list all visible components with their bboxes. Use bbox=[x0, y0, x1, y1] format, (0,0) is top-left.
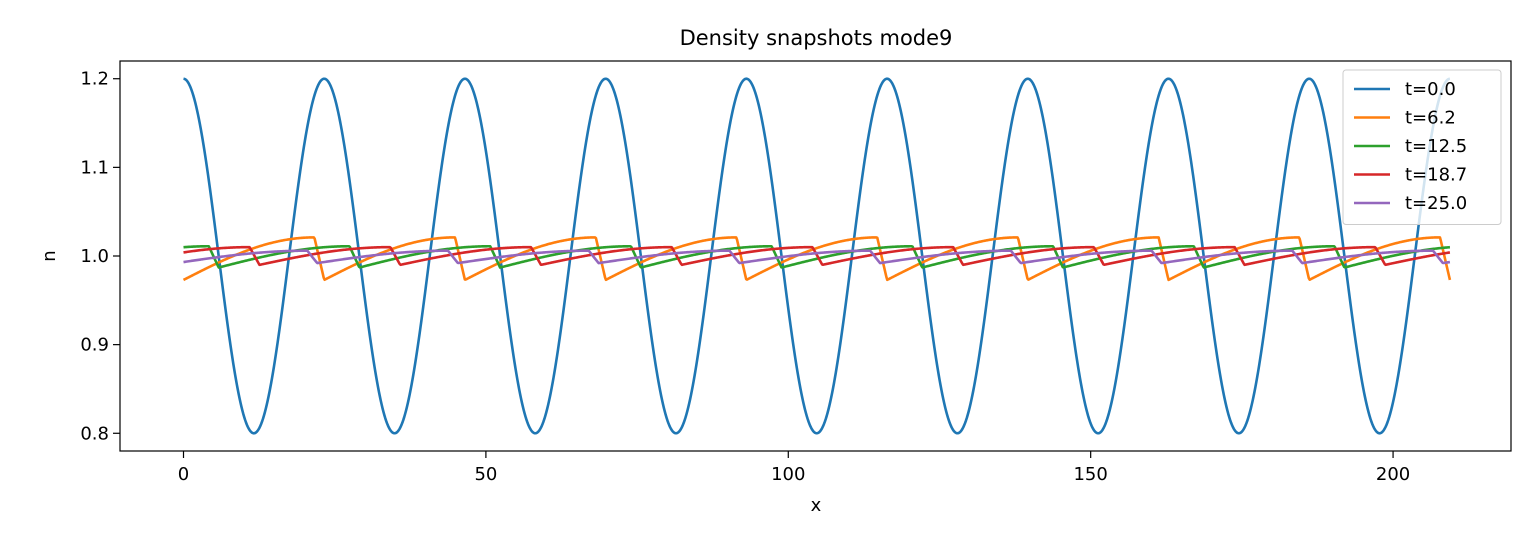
legend-label: t=18.7 bbox=[1405, 165, 1467, 186]
plot-lines bbox=[182, 77, 1452, 435]
x-axis: 0 50 100 150 200 bbox=[178, 451, 1410, 485]
y-tick-label: 1.2 bbox=[80, 69, 109, 90]
x-tick-label: 100 bbox=[771, 464, 805, 485]
x-tick-label: 150 bbox=[1073, 464, 1107, 485]
y-tick-label: 0.8 bbox=[80, 423, 109, 444]
chart-title: Density snapshots mode9 bbox=[680, 26, 953, 50]
series-line-3 bbox=[183, 245, 1451, 267]
y-axis: 0.8 0.9 1.0 1.1 1.2 bbox=[80, 69, 120, 444]
y-tick-label: 1.1 bbox=[80, 157, 109, 178]
legend-label: t=25.0 bbox=[1405, 193, 1467, 214]
legend-label: t=12.5 bbox=[1405, 136, 1467, 157]
x-axis-label: x bbox=[811, 495, 822, 516]
y-tick-label: 0.9 bbox=[80, 335, 109, 356]
x-tick-label: 200 bbox=[1376, 464, 1410, 485]
series-line-2 bbox=[183, 244, 1451, 269]
legend: t=0.0 t=6.2 t=12.5 t=18.7 t=25.0 bbox=[1342, 69, 1502, 225]
legend-label: t=6.2 bbox=[1405, 108, 1456, 129]
x-tick-label: 50 bbox=[474, 464, 497, 485]
series-line-4 bbox=[183, 249, 1451, 265]
x-tick-label: 0 bbox=[178, 464, 189, 485]
y-axis-label: n bbox=[39, 250, 60, 261]
legend-label: t=0.0 bbox=[1405, 79, 1456, 100]
series-line-1 bbox=[182, 236, 1452, 282]
series-line-0 bbox=[183, 77, 1451, 435]
y-tick-label: 1.0 bbox=[80, 246, 109, 267]
legend-box bbox=[1342, 69, 1502, 225]
